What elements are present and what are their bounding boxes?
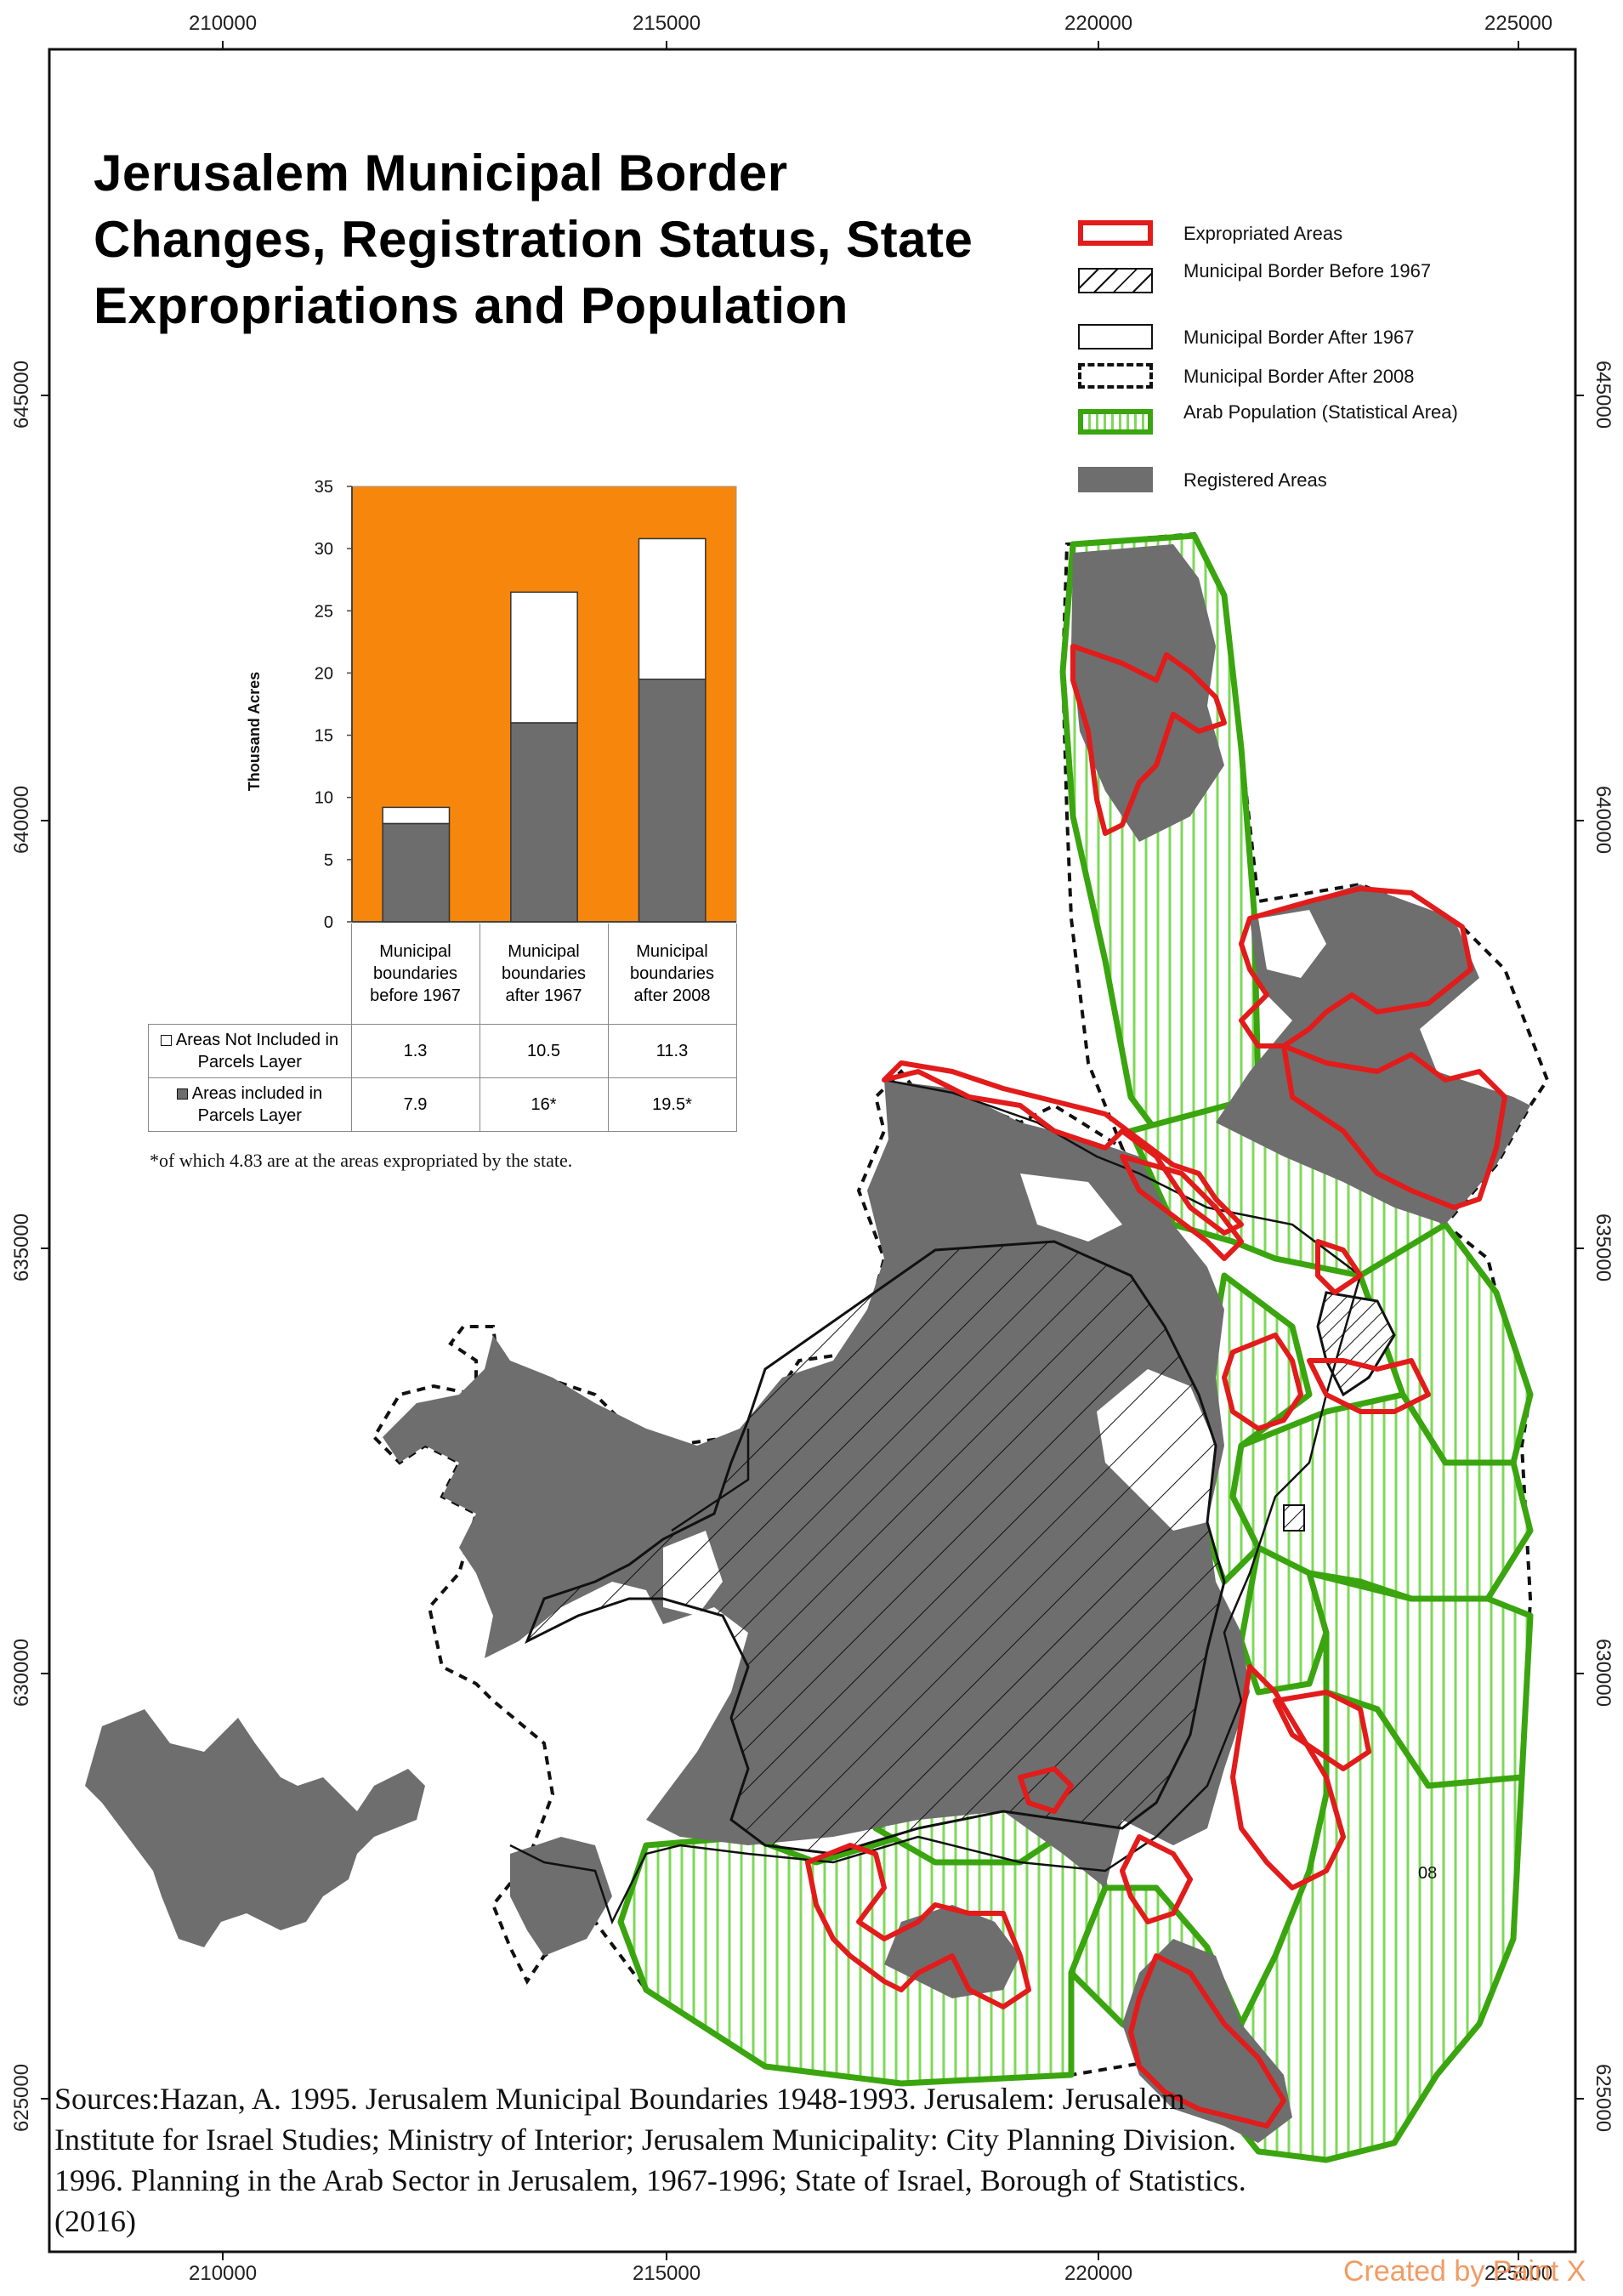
table-cell: 10.5 <box>479 1024 609 1078</box>
legend-label: Municipal Border After 2008 <box>1183 366 1415 387</box>
coord-right-640000: 640000 <box>1592 785 1614 855</box>
expropriated-areas <box>805 644 1507 2128</box>
coord-bottom-215000: 215000 <box>633 2262 701 2285</box>
table-header-cell: Municipal boundaries after 2008 <box>607 924 737 1025</box>
table-cell: 19.5* <box>607 1077 737 1132</box>
coord-left-640000: 640000 <box>10 785 33 855</box>
legend-label: Registered Areas <box>1183 469 1327 491</box>
y-tick-label: 15 <box>315 727 333 746</box>
coord-right-635000: 635000 <box>1592 1213 1614 1282</box>
table-header-row: Municipal boundaries before 1967 Municip… <box>149 924 737 1025</box>
coord-right-630000: 630000 <box>1592 1638 1614 1708</box>
sources-text: Sources:Hazan, A. 1995. Jerusalem Munici… <box>54 2082 1246 2238</box>
y-tick-label: 5 <box>324 851 333 870</box>
red-outline-swatch-icon <box>1078 220 1153 246</box>
y-tick-label: 35 <box>315 478 333 497</box>
coord-bottom-220000: 220000 <box>1064 2262 1133 2285</box>
coord-right-645000: 645000 <box>1592 360 1614 429</box>
old-city-marker <box>1283 1504 1305 1532</box>
coord-top-215000: 215000 <box>633 12 701 35</box>
coord-left-625000: 625000 <box>10 2063 33 2133</box>
coord-top-210000: 210000 <box>189 12 258 35</box>
table-cell: 16* <box>479 1077 609 1132</box>
border-before-1967 <box>525 1240 1226 1856</box>
bar-included <box>510 722 578 923</box>
coord-top-225000: 225000 <box>1484 12 1553 35</box>
coord-right-625000: 625000 <box>1592 2063 1614 2133</box>
row-label-cell: Areas Not Included in Parcels Layer <box>148 1024 352 1078</box>
legend-label: Arab Population (Statistical Area) <box>1183 401 1458 423</box>
row-label: Areas Not Included in Parcels Layer <box>175 1031 339 1071</box>
green-hatched-swatch-icon <box>1078 409 1153 435</box>
coord-left-635000: 635000 <box>10 1213 33 1282</box>
table-cell: 7.9 <box>350 1077 480 1132</box>
border-before-1967-east <box>1316 1291 1396 1397</box>
coord-bottom-225000: 225000 <box>1484 2262 1553 2285</box>
map-title: Jerusalem Municipal Border Changes, Regi… <box>94 145 973 334</box>
category-label: Municipal boundaries after 1967 <box>502 942 586 1005</box>
category-label: Municipal boundaries after 2008 <box>630 942 714 1005</box>
table-cell: 11.3 <box>607 1024 737 1078</box>
hatched-black-swatch-icon <box>1078 268 1153 293</box>
border-after-1967 <box>509 1078 1362 1925</box>
area-bar-chart: 0 5 10 15 20 25 30 35 Thousand Acres <box>246 478 737 932</box>
row-label-cell: Areas included in Parcels Layer <box>148 1077 352 1132</box>
coord-left-630000: 630000 <box>10 1638 33 1708</box>
table-corner <box>149 924 352 1025</box>
chart-y-axis-label: Thousand Acres <box>246 672 263 791</box>
grey-square-icon <box>177 1088 189 1100</box>
chart-data-table: Municipal boundaries before 1967 Municip… <box>148 924 737 1132</box>
bar-not-included <box>638 537 707 680</box>
thin-black-outline-swatch-icon <box>1078 324 1153 350</box>
category-label: Municipal boundaries before 1967 <box>370 942 461 1005</box>
grey-fill-swatch-icon <box>1078 467 1153 492</box>
bar-not-included <box>382 806 451 825</box>
y-tick-label: 25 <box>315 602 333 621</box>
dashed-black-outline-swatch-icon <box>1078 363 1153 389</box>
bar-included <box>382 822 451 923</box>
bar-not-included <box>510 591 578 724</box>
table-cell: 1.3 <box>350 1024 480 1078</box>
chart-footnote: *of which 4.83 are at the areas expropri… <box>150 1150 573 1171</box>
legend-label: Expropriated Areas <box>1183 223 1343 244</box>
coord-top-220000: 220000 <box>1064 12 1133 35</box>
white-square-icon <box>161 1035 173 1047</box>
watermark: Created by Paint X <box>1343 2255 1586 2287</box>
legend-label: Municipal Border Before 1967 <box>1183 260 1432 281</box>
map-label-08: 08 <box>1418 1864 1438 1883</box>
table-row: Areas Not Included in Parcels Layer 1.3 … <box>148 1024 737 1078</box>
frame-ticks <box>41 41 1584 2260</box>
coord-left-645000: 645000 <box>10 360 33 429</box>
coord-bottom-210000: 210000 <box>189 2262 258 2285</box>
table-header-cell: Municipal boundaries before 1967 <box>350 924 480 1025</box>
legend-label: Municipal Border After 1967 <box>1183 327 1415 348</box>
bar-included <box>638 678 707 923</box>
y-tick-label: 30 <box>315 540 333 559</box>
row-label: Areas included in Parcels Layer <box>191 1084 323 1125</box>
table-header-cell: Municipal boundaries after 1967 <box>479 924 609 1025</box>
y-tick-label: 0 <box>324 913 333 932</box>
y-tick-label: 10 <box>315 789 333 808</box>
table-row: Areas included in Parcels Layer 7.9 16* … <box>148 1077 737 1132</box>
y-tick-label: 20 <box>315 664 333 683</box>
